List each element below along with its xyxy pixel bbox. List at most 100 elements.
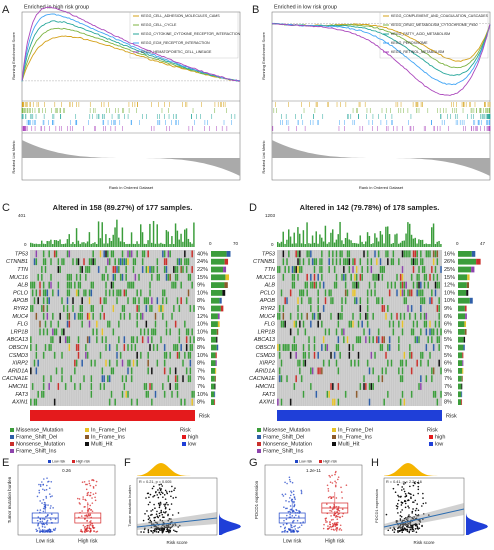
mutation-cell — [344, 273, 347, 281]
scatter-point — [404, 502, 407, 505]
jitter-point — [86, 483, 88, 486]
mutation-cell — [341, 305, 343, 312]
mutation-cell — [399, 312, 402, 320]
gene-percent: 8% — [197, 400, 205, 406]
mutation-cell — [420, 328, 422, 336]
gene-percent: 6% — [444, 361, 452, 367]
mutation-cell — [405, 281, 407, 289]
tmb-bar — [176, 230, 179, 247]
jitter-point — [45, 497, 48, 499]
mutation-cell — [407, 289, 409, 297]
mutation-cell — [74, 383, 76, 390]
conf-band — [384, 503, 464, 530]
mutation-cell — [387, 305, 389, 312]
mutation-cell — [68, 312, 71, 320]
jitter-point — [89, 491, 92, 494]
jitter-point — [345, 484, 348, 487]
mutation-cell — [401, 328, 404, 336]
mutation-cell — [132, 258, 135, 266]
tmb-bar — [130, 232, 133, 247]
jitter-point — [54, 518, 57, 520]
mutation-cell — [280, 289, 283, 297]
y-density — [219, 478, 241, 535]
legend-swatch — [72, 460, 75, 463]
scatter-point — [172, 524, 174, 526]
mutation-cell — [189, 273, 192, 281]
tmb-bar — [50, 239, 52, 247]
mutation-cell — [63, 258, 65, 266]
jitter-point — [41, 525, 44, 528]
tmb-bar — [59, 239, 61, 247]
mutation-cell — [352, 281, 354, 289]
gene-percent: 40% — [197, 251, 208, 257]
scatter-point — [162, 521, 165, 524]
mutation-cell — [344, 390, 347, 398]
side-bar-extra — [466, 290, 469, 296]
mutation-cell — [291, 273, 294, 281]
mutation-cell — [53, 398, 56, 406]
gene-name: CTNNB1 — [253, 259, 275, 265]
mutation-cell — [284, 320, 286, 328]
mutation-cell — [278, 351, 281, 359]
mutation-cell — [432, 250, 435, 258]
mutation-cell — [59, 336, 61, 344]
mutation-cell — [370, 258, 373, 266]
mutation-cell — [176, 297, 179, 305]
tmb-bar — [398, 243, 400, 247]
mutation-cell — [165, 297, 168, 305]
gene-percent: 7% — [444, 384, 452, 390]
mutation-cell — [321, 250, 323, 258]
mutation-cell — [57, 289, 60, 297]
mutation-cell — [81, 297, 83, 305]
tmb-bar — [390, 243, 393, 247]
mutation-cell — [129, 312, 131, 320]
x-density — [384, 463, 464, 476]
jitter-point — [84, 514, 86, 517]
mutation-cell — [92, 305, 94, 312]
jitter-point — [54, 527, 57, 530]
scatter-point — [414, 522, 417, 525]
side-bar-extra — [463, 344, 465, 351]
side-bar-extra — [461, 399, 463, 405]
jitter-point — [89, 523, 92, 526]
jitter-point — [300, 492, 303, 495]
mutation-cell — [185, 367, 188, 375]
legend-label: Missense_Mutation — [263, 427, 310, 433]
jitter-point — [81, 531, 84, 533]
risk-bar — [30, 410, 195, 421]
plot-frame — [17, 464, 116, 536]
jitter-point — [298, 510, 300, 513]
mutation-cell — [37, 297, 39, 305]
mutation-cell — [339, 351, 341, 359]
mutation-cell — [300, 297, 303, 305]
legend-swatch — [429, 435, 433, 439]
mutation-cell — [295, 375, 297, 383]
side-bar — [458, 282, 467, 288]
mutation-cell — [165, 258, 168, 266]
jitter-point — [285, 523, 288, 525]
jitter-point — [36, 509, 39, 512]
mutation-cell — [184, 398, 186, 406]
scatter-point — [409, 528, 412, 531]
scatter-point — [397, 483, 399, 486]
legend-box — [379, 11, 489, 59]
mutation-cell — [328, 258, 330, 266]
scatter-point — [389, 527, 392, 529]
mutation-cell — [81, 359, 83, 367]
tmb-bar — [57, 240, 59, 247]
tmb-bar — [68, 234, 70, 247]
tmb-bar — [333, 242, 336, 247]
mutation-cell — [112, 367, 115, 375]
mutation-cell — [151, 305, 153, 312]
plot-frame — [264, 464, 363, 536]
tmb-bar — [149, 223, 151, 247]
scatter-point — [172, 497, 175, 499]
mutation-cell — [440, 367, 442, 375]
mutation-cell — [75, 258, 78, 266]
mutation-cell — [310, 367, 312, 375]
scatter-point — [414, 513, 417, 516]
jitter-point — [333, 503, 335, 506]
mutation-cell — [44, 344, 47, 351]
mutation-cell — [348, 320, 351, 328]
scatter-point — [414, 499, 417, 502]
